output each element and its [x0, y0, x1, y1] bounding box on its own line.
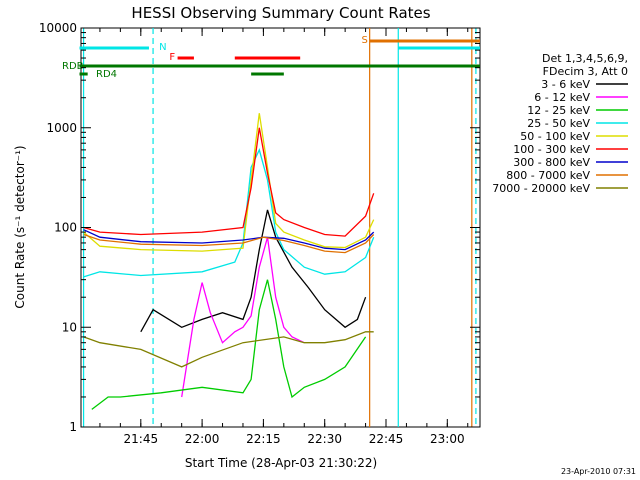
series-line	[140, 209, 367, 333]
y-axis-label: Count Rate (s⁻¹ detector⁻¹)	[13, 145, 27, 308]
flag-label: N	[159, 42, 166, 53]
x-tick-label: 23:00	[430, 432, 465, 446]
series-line	[83, 113, 375, 252]
legend-entry-label: 12 - 25 keV	[527, 104, 590, 117]
legend-entry-label: 300 - 800 keV	[513, 156, 590, 169]
legend-entry-label: 6 - 12 keV	[534, 91, 590, 104]
legend: Det 1,3,4,5,6,9,FDecim 3, Att 03 - 6 keV…	[492, 52, 628, 195]
series-line	[83, 331, 374, 368]
y-axis-ticks: 1 10 100 1000 10000	[39, 21, 480, 434]
series-line	[83, 233, 375, 254]
x-tick-label: 22:45	[369, 432, 404, 446]
x-tick-label: 21:45	[124, 432, 159, 446]
legend-header: Det 1,3,4,5,6,9,	[542, 52, 628, 65]
legend-entry-label: 25 - 50 keV	[527, 117, 590, 130]
series-line	[83, 148, 375, 278]
x-tick-label: 22:00	[185, 432, 220, 446]
flag-bars: NF S RDB RD4	[62, 35, 480, 80]
legend-entry-label: 50 - 100 keV	[520, 130, 590, 143]
y-tick-label: 1000	[46, 121, 77, 135]
plot-frame	[80, 27, 481, 428]
legend-entry-label: 7000 - 20000 keV	[492, 182, 590, 195]
series-line	[83, 127, 375, 237]
y-tick-label: 100	[54, 221, 77, 235]
flag-label: S	[361, 35, 367, 46]
flag-label: F	[169, 52, 175, 63]
series-layer	[83, 113, 375, 410]
series-line	[83, 229, 375, 251]
y-tick-label: 10	[62, 320, 77, 334]
flag-label: RD4	[96, 69, 117, 80]
series-line	[181, 237, 305, 398]
series-line	[91, 279, 367, 410]
legend-entry-label: 3 - 6 keV	[541, 78, 590, 91]
x-tick-label: 22:30	[307, 432, 342, 446]
plot-border	[80, 27, 481, 428]
y-tick-label: 1	[69, 420, 77, 434]
legend-header: FDecim 3, Att 0	[543, 65, 628, 78]
y-tick-label: 10000	[39, 21, 77, 35]
x-axis-ticks: 21:45 22:00 22:15 22:30 22:45 23:00	[99, 28, 469, 446]
chart-title: HESSI Observing Summary Count Rates	[131, 4, 430, 22]
x-tick-label: 22:15	[246, 432, 281, 446]
x-axis-label: Start Time (28-Apr-03 21:30:22)	[185, 456, 377, 470]
legend-entry-label: 100 - 300 keV	[513, 143, 590, 156]
legend-entry-label: 800 - 7000 keV	[506, 169, 590, 182]
flag-label: RDB	[62, 61, 84, 72]
footer-date: 23-Apr-2010 07:31	[561, 467, 636, 476]
